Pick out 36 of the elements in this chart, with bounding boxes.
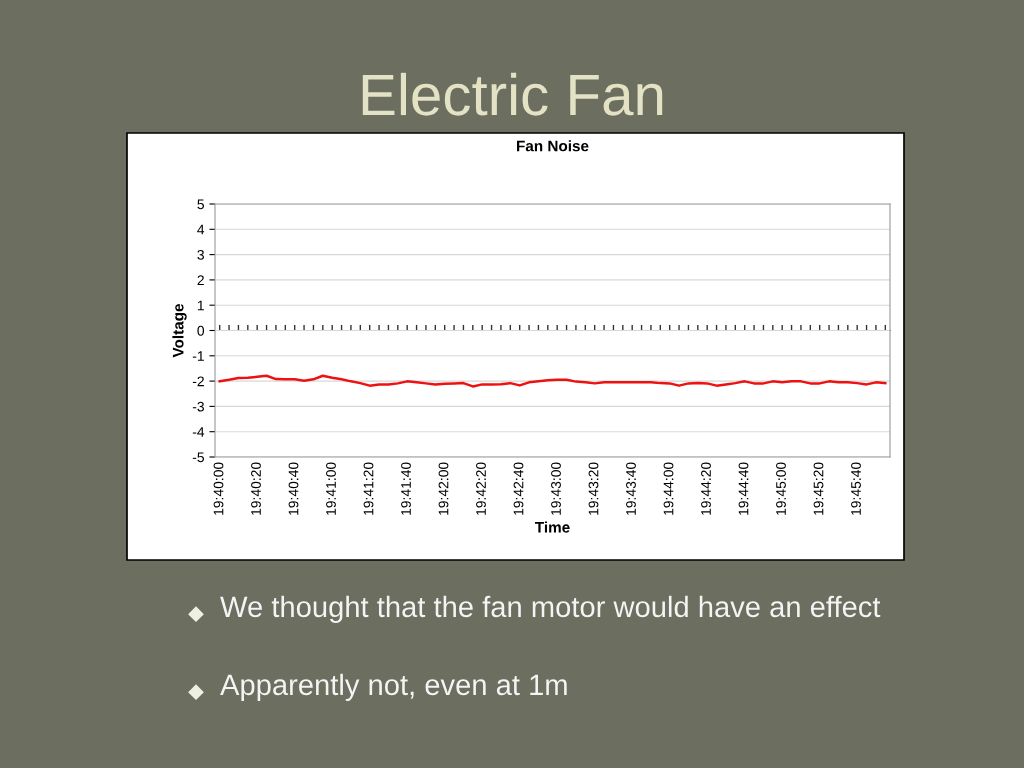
x-tick-label: 19:43:40: [626, 462, 636, 515]
y-tick-label: -1: [192, 351, 204, 361]
x-tick-label: 19:44:20: [701, 462, 711, 515]
x-tick-label: 19:42:40: [513, 462, 524, 515]
y-tick-label: 5: [197, 199, 204, 210]
line-series: [218, 374, 887, 388]
x-tick-label: 19:43:00: [551, 462, 561, 515]
chart-title: Fan Noise: [517, 140, 589, 152]
x-tick-label: 19:42:00: [438, 462, 449, 515]
y-tick-label: 3: [197, 249, 204, 260]
x-tick-label: 19:45:20: [813, 462, 824, 515]
y-tick-label: 0: [197, 325, 205, 336]
x-tick-label: 19:42:20: [476, 462, 486, 515]
y-tick-label: -5: [192, 452, 204, 463]
text: Electric Fan: [362, 72, 663, 116]
text: Apparently not, even at 1m: [220, 673, 567, 701]
x-tick-label: 19:40:40: [288, 462, 299, 515]
y-axis-title: Voltage: [172, 303, 187, 358]
x-tick-label: 19:43:20: [588, 462, 599, 515]
x-tick-label: 19:41:40: [401, 462, 411, 515]
y-tick-label: -4: [192, 427, 205, 437]
y-tick-label: -2: [192, 376, 204, 387]
x-tick-label: 19:44:00: [663, 462, 674, 515]
y-tick-label: 1: [197, 300, 204, 311]
x-tick-label: 19:45:00: [776, 462, 786, 515]
x-tick-label: 19:41:00: [326, 462, 336, 515]
x-axis-title: Time: [534, 521, 570, 533]
y-tick-label: 2: [197, 275, 204, 285]
x-tick-label: 19:40:20: [251, 462, 261, 515]
x-tick-label: 19:45:40: [851, 462, 861, 515]
y-tick-label: 4: [197, 224, 205, 235]
text: We thought that the fan motor would have an effect: [220, 595, 881, 623]
x-tick-label: 19:44:40: [738, 462, 749, 515]
x-tick-label: 19:40:00: [213, 462, 224, 515]
y-tick-label: -3: [192, 401, 204, 412]
x-tick-label: 19:41:20: [363, 462, 374, 515]
